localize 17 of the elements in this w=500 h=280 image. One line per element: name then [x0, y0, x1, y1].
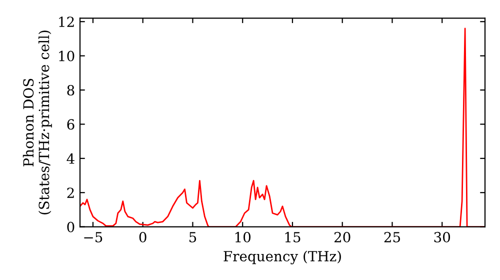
y-tick-label: 10 — [59, 50, 74, 62]
y-tick-label: 4 — [66, 153, 74, 164]
x-tick-label: 10 — [235, 232, 251, 242]
y-tick-label: 8 — [67, 84, 74, 96]
x-tick-label: 5 — [189, 232, 196, 242]
y-tick-label: 6 — [67, 119, 74, 130]
x-tick-label: 15 — [285, 232, 300, 242]
x-tick-label: 25 — [384, 232, 400, 242]
y-tick-label: 0 — [67, 222, 74, 232]
y-axis-title: Phonon DOS (States/THz·primitive cell) — [22, 30, 52, 214]
x-tick-label: 0 — [139, 232, 146, 242]
x-tick-label: 20 — [334, 232, 350, 242]
x-tick-label: −5 — [84, 232, 102, 242]
y-tick-label: 2 — [67, 188, 74, 198]
x-axis-title: Frequency (THz) — [224, 250, 341, 264]
y-tick-label: 12 — [59, 16, 74, 27]
x-tick-label: 30 — [434, 232, 450, 242]
